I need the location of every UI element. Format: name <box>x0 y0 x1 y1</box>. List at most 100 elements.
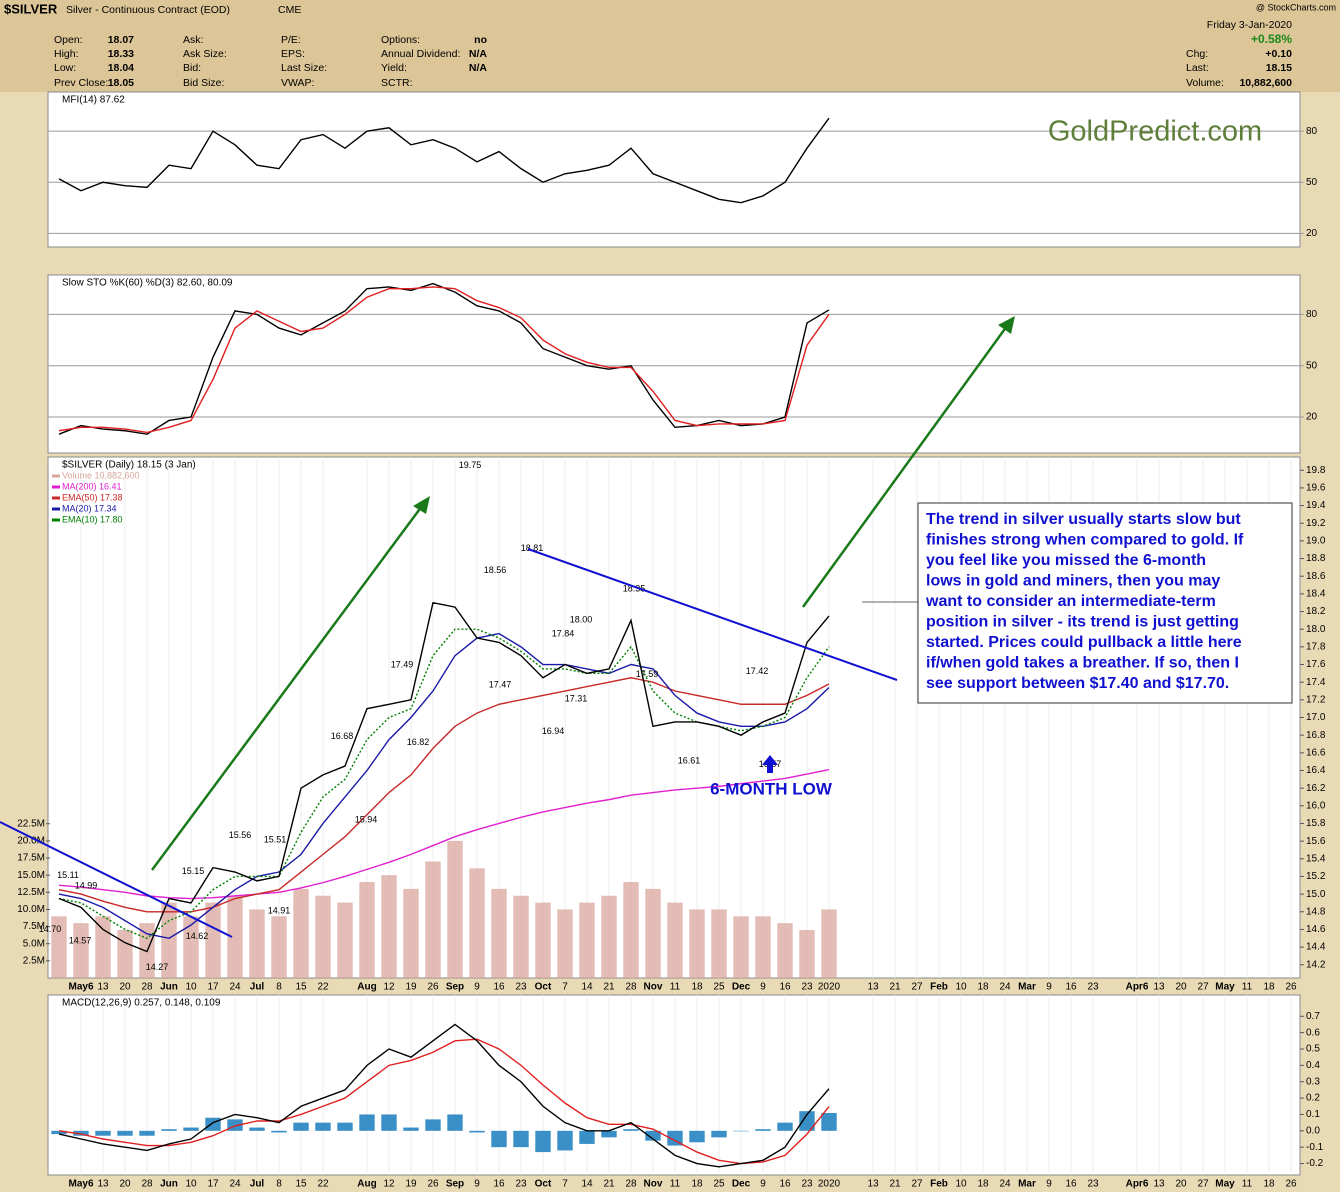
source: @ StockCharts.com <box>1256 2 1336 12</box>
x-tick-label: Aug <box>357 982 376 993</box>
y-tick-label: 0.7 <box>1306 1011 1320 1022</box>
quote-label: SCTR: <box>381 77 413 89</box>
volume-bar <box>733 916 749 978</box>
note-box <box>917 502 1293 704</box>
histogram-bar <box>293 1122 309 1131</box>
histogram-bar <box>359 1114 375 1131</box>
y-tick-label: 0.2 <box>1306 1093 1320 1104</box>
y2-tick-label: 12.5M <box>17 887 45 898</box>
y-tick-label: 15.0 <box>1306 889 1326 900</box>
note-line: if/when gold takes a breather. If so, th… <box>926 655 1239 672</box>
note-line: The trend in silver usually starts slow … <box>926 511 1241 528</box>
histogram-bar <box>227 1119 243 1131</box>
price-label: 17.49 <box>391 660 414 670</box>
volume-bar <box>777 923 793 978</box>
note-line: position in silver - its trend is just g… <box>926 614 1239 631</box>
watermark: GoldPredict.com <box>1048 116 1262 148</box>
volume-bar <box>513 895 529 978</box>
y-tick-label: 14.2 <box>1306 959 1326 970</box>
x-tick-label: 26 <box>427 1179 439 1190</box>
quote-label: Last Size: <box>281 62 327 74</box>
legend-entry: EMA(50) 17.38 <box>62 492 123 502</box>
y-tick-label: 17.8 <box>1306 641 1326 652</box>
price-label: 14.91 <box>268 905 291 915</box>
summary-label: Chg: <box>1186 48 1208 60</box>
x-tick-label: 9 <box>1046 982 1052 993</box>
trendline <box>0 821 233 938</box>
y-tick-label: 16.2 <box>1306 783 1326 794</box>
x-tick-label: 27 <box>1197 1179 1209 1190</box>
x-tick-label: 23 <box>515 982 527 993</box>
summary-label: Volume: <box>1186 77 1224 89</box>
date: Friday 3-Jan-2020 <box>1207 19 1292 31</box>
quote-value: N/A <box>469 62 488 74</box>
x-tick-label: Mar <box>1018 982 1036 993</box>
price-label: 15.51 <box>264 834 287 844</box>
histogram-bar <box>315 1122 331 1131</box>
x-tick-label: 9 <box>474 1179 480 1190</box>
exchange: CME <box>278 4 301 16</box>
summary-value: +0.10 <box>1265 48 1292 60</box>
note-line: you feel like you missed the 6-month <box>926 552 1206 569</box>
price-label: 15.56 <box>229 830 252 840</box>
quote-value: 18.05 <box>108 77 134 89</box>
x-tick-label: 24 <box>999 1179 1011 1190</box>
price-label: 17.42 <box>746 666 769 676</box>
legend-entry: MA(200) 16.41 <box>62 481 122 491</box>
x-tick-label: 23 <box>1087 1179 1099 1190</box>
quote-label: Yield: <box>381 62 407 74</box>
volume-bar <box>755 916 771 978</box>
x-tick-label: Sep <box>446 1179 464 1190</box>
volume-bar <box>535 902 551 978</box>
x-tick-label: 27 <box>911 982 923 993</box>
y-tick-label: 50 <box>1306 177 1318 188</box>
x-tick-label: 8 <box>276 982 282 993</box>
legend-entry: EMA(10) 17.80 <box>62 514 123 524</box>
quote-value: 18.07 <box>108 34 134 46</box>
x-tick-label: 21 <box>889 982 901 993</box>
histogram-bar <box>161 1129 177 1131</box>
volume-bar <box>557 909 573 978</box>
histogram-bar <box>381 1114 397 1131</box>
histogram-bar <box>557 1130 573 1151</box>
x-tick-label: 16 <box>493 982 505 993</box>
y-tick-label: -0.2 <box>1306 1158 1324 1169</box>
x-tick-label: May6 <box>68 982 93 993</box>
y-tick-label: 16.4 <box>1306 765 1326 776</box>
x-tick-label: Sep <box>446 982 464 993</box>
y-tick-label: 19.6 <box>1306 483 1326 494</box>
x-tick-label: Feb <box>930 982 948 993</box>
symbol: $SILVER <box>4 1 58 16</box>
quote-label: Annual Dividend: <box>381 48 460 60</box>
x-tick-label: 23 <box>801 982 813 993</box>
histogram-bar <box>73 1130 89 1136</box>
y-tick-label: 16.0 <box>1306 800 1326 811</box>
histogram-bar <box>469 1130 485 1133</box>
x-tick-label: 18 <box>691 1179 703 1190</box>
volume-bar <box>645 888 661 978</box>
quote-label: EPS: <box>281 48 305 60</box>
series-line <box>58 286 830 434</box>
x-tick-label: Mar <box>1018 1179 1036 1190</box>
volume-bar <box>711 909 727 978</box>
x-tick-label: 24 <box>229 1179 241 1190</box>
x-tick-label: 20 <box>119 1179 131 1190</box>
volume-bar <box>95 916 111 978</box>
x-tick-label: 13 <box>867 982 879 993</box>
volume-bar <box>315 895 331 978</box>
x-tick-label: 23 <box>1087 982 1099 993</box>
volume-bar <box>447 840 463 978</box>
x-tick-label: 20 <box>119 982 131 993</box>
volume-bar <box>579 902 595 978</box>
volume-bar <box>51 916 67 978</box>
y-tick-label: -0.1 <box>1306 1142 1324 1153</box>
y-tick-label: 0.0 <box>1306 1125 1320 1136</box>
x-tick-label: 13 <box>97 982 109 993</box>
note-line: want to consider an intermediate-term <box>925 593 1216 610</box>
series-line <box>58 1038 830 1165</box>
arrow <box>801 325 1009 608</box>
histogram-bar <box>601 1130 617 1138</box>
x-tick-label: 18 <box>691 982 703 993</box>
volume-bar <box>249 909 265 978</box>
x-tick-label: 25 <box>713 982 725 993</box>
